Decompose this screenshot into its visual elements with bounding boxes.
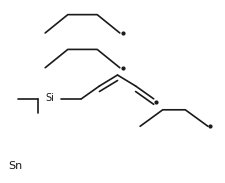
Text: Sn: Sn: [9, 161, 23, 171]
Text: Si: Si: [45, 94, 54, 103]
